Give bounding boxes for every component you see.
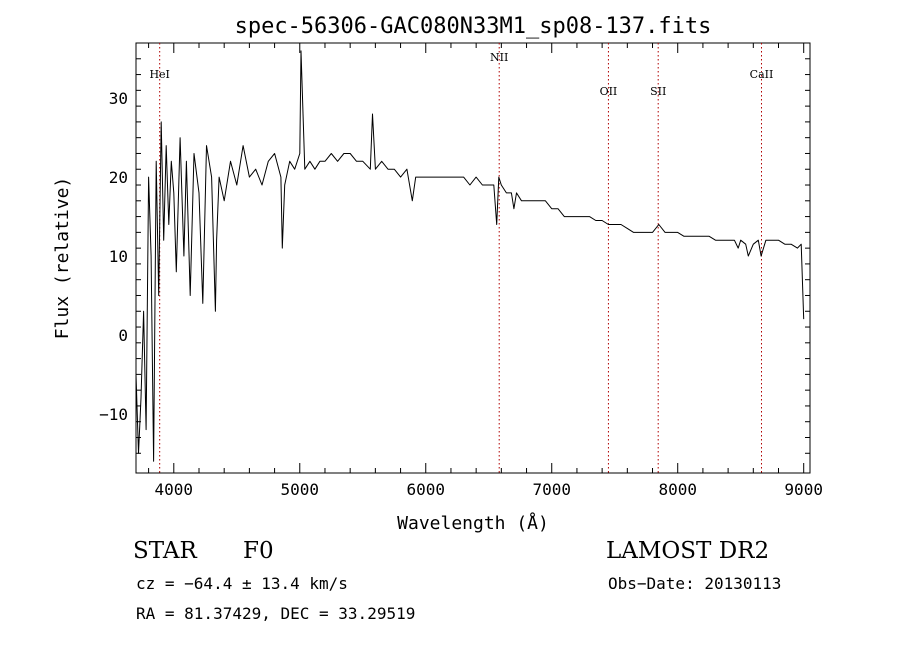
x-tick-label: 7000 [532,480,571,499]
y-tick-label: 0 [118,326,128,345]
y-tick-label: 30 [109,89,128,108]
spectral-line-label: SII [650,85,666,98]
y-axis-label: Flux (relative) [52,177,73,340]
coordinates-text: RA = 81.37429, DEC = 33.29519 [136,604,416,623]
x-tick-label: 6000 [406,480,445,499]
spectral-line-label: NII [490,51,508,64]
y-tick-label: 20 [109,168,128,187]
spectrum-chart: spec-56306-GAC080N33M1_sp08-137.fits 4000… [52,14,823,534]
x-axis-label: Wavelength (Å) [397,512,549,534]
chart-title: spec-56306-GAC080N33M1_sp08-137.fits [235,14,712,39]
plot-frame [135,42,811,474]
object-class: STAR [133,538,197,564]
spectral-line-label: CaII [750,68,774,81]
object-subclass: F0 [243,538,274,564]
y-tick-label: −10 [99,405,128,424]
survey-label: LAMOST DR2 [606,538,770,564]
x-tick-label: 5000 [281,480,320,499]
redshift-text: cz = −64.4 ± 13.4 km/s [136,574,348,593]
x-tick-label: 9000 [784,480,823,499]
y-tick-label: 10 [109,247,128,266]
spectral-line-label: OII [600,85,618,98]
spectrum-line [136,50,805,462]
x-tick-label: 8000 [658,480,697,499]
obs-date-text: Obs−Date: 20130113 [608,574,782,593]
x-tick-label: 4000 [155,480,194,499]
spectral-line-label: HeI [149,68,169,81]
